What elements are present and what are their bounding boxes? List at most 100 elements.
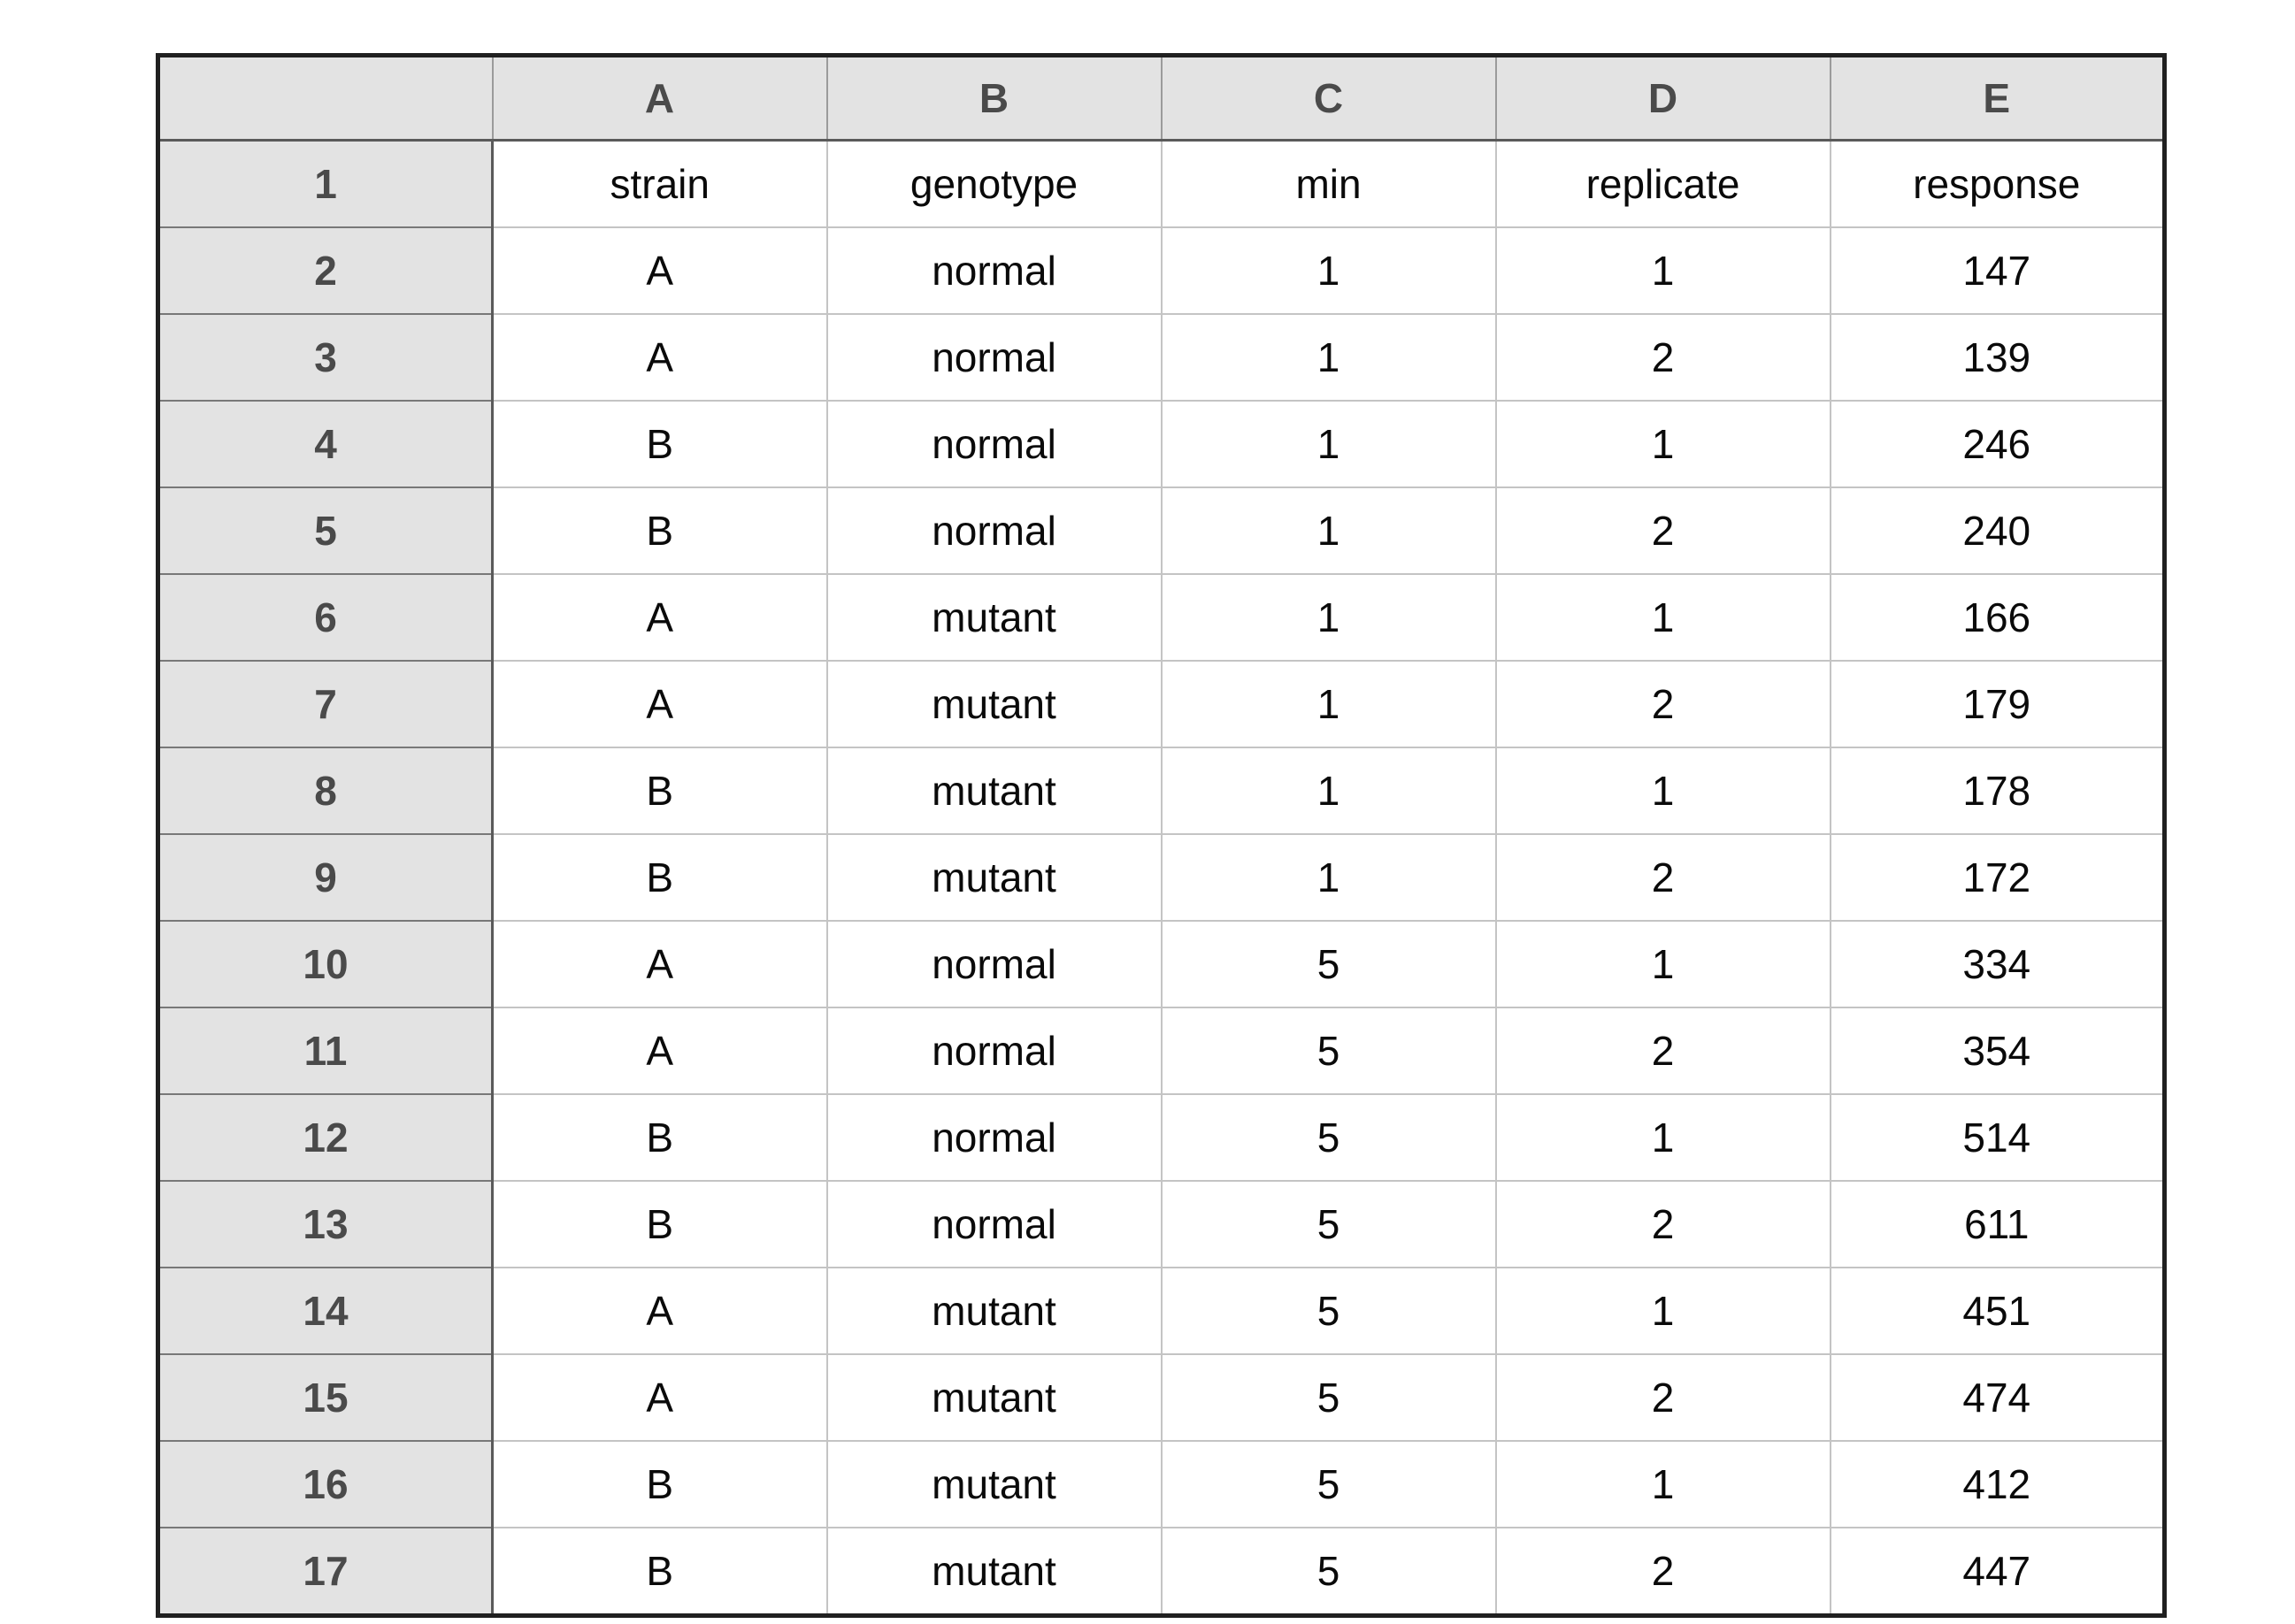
cell-A15[interactable]: A xyxy=(491,1353,828,1442)
cell-B8[interactable]: mutant xyxy=(825,747,1163,835)
corner-cell[interactable] xyxy=(157,54,494,142)
cell-E4[interactable]: 246 xyxy=(1829,400,2166,488)
cell-E6[interactable]: 166 xyxy=(1829,573,2166,662)
cell-D6[interactable]: 1 xyxy=(1494,573,1831,662)
row-header-16[interactable]: 16 xyxy=(157,1440,494,1528)
cell-C3[interactable]: 1 xyxy=(1160,313,1497,402)
cell-C4[interactable]: 1 xyxy=(1160,400,1497,488)
cell-E13[interactable]: 611 xyxy=(1829,1180,2166,1268)
cell-E15[interactable]: 474 xyxy=(1829,1353,2166,1442)
cell-D17[interactable]: 2 xyxy=(1494,1527,1831,1617)
cell-B2[interactable]: normal xyxy=(825,226,1163,315)
cell-A13[interactable]: B xyxy=(491,1180,828,1268)
cell-C2[interactable]: 1 xyxy=(1160,226,1497,315)
cell-A2[interactable]: A xyxy=(491,226,828,315)
cell-C10[interactable]: 5 xyxy=(1160,920,1497,1008)
row-header-10[interactable]: 10 xyxy=(157,920,494,1008)
cell-C11[interactable]: 5 xyxy=(1160,1007,1497,1095)
column-header-C[interactable]: C xyxy=(1160,54,1497,142)
cell-B11[interactable]: normal xyxy=(825,1007,1163,1095)
cell-B7[interactable]: mutant xyxy=(825,660,1163,748)
cell-E12[interactable]: 514 xyxy=(1829,1093,2166,1182)
row-header-6[interactable]: 6 xyxy=(157,573,494,662)
cell-B4[interactable]: normal xyxy=(825,400,1163,488)
row-header-17[interactable]: 17 xyxy=(157,1527,494,1617)
row-header-15[interactable]: 15 xyxy=(157,1353,494,1442)
cell-D9[interactable]: 2 xyxy=(1494,833,1831,922)
cell-C12[interactable]: 5 xyxy=(1160,1093,1497,1182)
column-header-A[interactable]: A xyxy=(491,54,828,142)
cell-A7[interactable]: A xyxy=(491,660,828,748)
cell-C5[interactable]: 1 xyxy=(1160,486,1497,575)
cell-D12[interactable]: 1 xyxy=(1494,1093,1831,1182)
cell-B3[interactable]: normal xyxy=(825,313,1163,402)
cell-A8[interactable]: B xyxy=(491,747,828,835)
cell-D1[interactable]: replicate xyxy=(1494,139,1831,228)
cell-C7[interactable]: 1 xyxy=(1160,660,1497,748)
cell-E5[interactable]: 240 xyxy=(1829,486,2166,575)
cell-D11[interactable]: 2 xyxy=(1494,1007,1831,1095)
cell-D8[interactable]: 1 xyxy=(1494,747,1831,835)
cell-A1[interactable]: strain xyxy=(491,139,828,228)
cell-E16[interactable]: 412 xyxy=(1829,1440,2166,1528)
cell-A6[interactable]: A xyxy=(491,573,828,662)
cell-D2[interactable]: 1 xyxy=(1494,226,1831,315)
column-header-D[interactable]: D xyxy=(1494,54,1831,142)
cell-B12[interactable]: normal xyxy=(825,1093,1163,1182)
cell-C13[interactable]: 5 xyxy=(1160,1180,1497,1268)
row-header-13[interactable]: 13 xyxy=(157,1180,494,1268)
cell-A9[interactable]: B xyxy=(491,833,828,922)
cell-A11[interactable]: A xyxy=(491,1007,828,1095)
row-header-2[interactable]: 2 xyxy=(157,226,494,315)
cell-A10[interactable]: A xyxy=(491,920,828,1008)
cell-B14[interactable]: mutant xyxy=(825,1267,1163,1355)
cell-E10[interactable]: 334 xyxy=(1829,920,2166,1008)
cell-B6[interactable]: mutant xyxy=(825,573,1163,662)
cell-B13[interactable]: normal xyxy=(825,1180,1163,1268)
cell-B15[interactable]: mutant xyxy=(825,1353,1163,1442)
cell-B5[interactable]: normal xyxy=(825,486,1163,575)
cell-C9[interactable]: 1 xyxy=(1160,833,1497,922)
cell-E11[interactable]: 354 xyxy=(1829,1007,2166,1095)
cell-D3[interactable]: 2 xyxy=(1494,313,1831,402)
row-header-8[interactable]: 8 xyxy=(157,747,494,835)
column-header-B[interactable]: B xyxy=(825,54,1163,142)
cell-C15[interactable]: 5 xyxy=(1160,1353,1497,1442)
cell-E7[interactable]: 179 xyxy=(1829,660,2166,748)
cell-B9[interactable]: mutant xyxy=(825,833,1163,922)
cell-E9[interactable]: 172 xyxy=(1829,833,2166,922)
cell-D15[interactable]: 2 xyxy=(1494,1353,1831,1442)
cell-A4[interactable]: B xyxy=(491,400,828,488)
cell-E1[interactable]: response xyxy=(1829,139,2166,228)
cell-D13[interactable]: 2 xyxy=(1494,1180,1831,1268)
cell-A5[interactable]: B xyxy=(491,486,828,575)
cell-C17[interactable]: 5 xyxy=(1160,1527,1497,1617)
row-header-12[interactable]: 12 xyxy=(157,1093,494,1182)
cell-E3[interactable]: 139 xyxy=(1829,313,2166,402)
cell-D10[interactable]: 1 xyxy=(1494,920,1831,1008)
cell-A14[interactable]: A xyxy=(491,1267,828,1355)
row-header-9[interactable]: 9 xyxy=(157,833,494,922)
row-header-1[interactable]: 1 xyxy=(157,139,494,228)
cell-B17[interactable]: mutant xyxy=(825,1527,1163,1617)
cell-B16[interactable]: mutant xyxy=(825,1440,1163,1528)
row-header-4[interactable]: 4 xyxy=(157,400,494,488)
cell-A12[interactable]: B xyxy=(491,1093,828,1182)
cell-D5[interactable]: 2 xyxy=(1494,486,1831,575)
row-header-5[interactable]: 5 xyxy=(157,486,494,575)
cell-C16[interactable]: 5 xyxy=(1160,1440,1497,1528)
cell-E2[interactable]: 147 xyxy=(1829,226,2166,315)
row-header-11[interactable]: 11 xyxy=(157,1007,494,1095)
cell-D4[interactable]: 1 xyxy=(1494,400,1831,488)
cell-E8[interactable]: 178 xyxy=(1829,747,2166,835)
cell-E17[interactable]: 447 xyxy=(1829,1527,2166,1617)
cell-D16[interactable]: 1 xyxy=(1494,1440,1831,1528)
column-header-E[interactable]: E xyxy=(1829,54,2166,142)
cell-E14[interactable]: 451 xyxy=(1829,1267,2166,1355)
cell-C8[interactable]: 1 xyxy=(1160,747,1497,835)
cell-B1[interactable]: genotype xyxy=(825,139,1163,228)
cell-D7[interactable]: 2 xyxy=(1494,660,1831,748)
cell-A3[interactable]: A xyxy=(491,313,828,402)
row-header-3[interactable]: 3 xyxy=(157,313,494,402)
cell-D14[interactable]: 1 xyxy=(1494,1267,1831,1355)
